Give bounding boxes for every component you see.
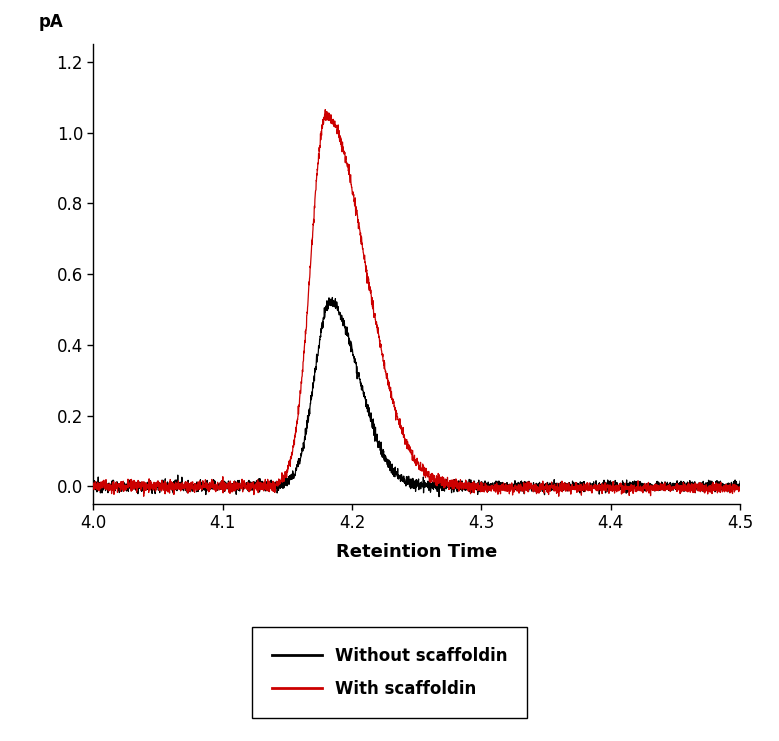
Text: pA: pA — [38, 13, 63, 30]
X-axis label: Reteintion Time: Reteintion Time — [337, 543, 497, 562]
Legend: Without scaffoldin, With scaffoldin: Without scaffoldin, With scaffoldin — [252, 627, 527, 718]
